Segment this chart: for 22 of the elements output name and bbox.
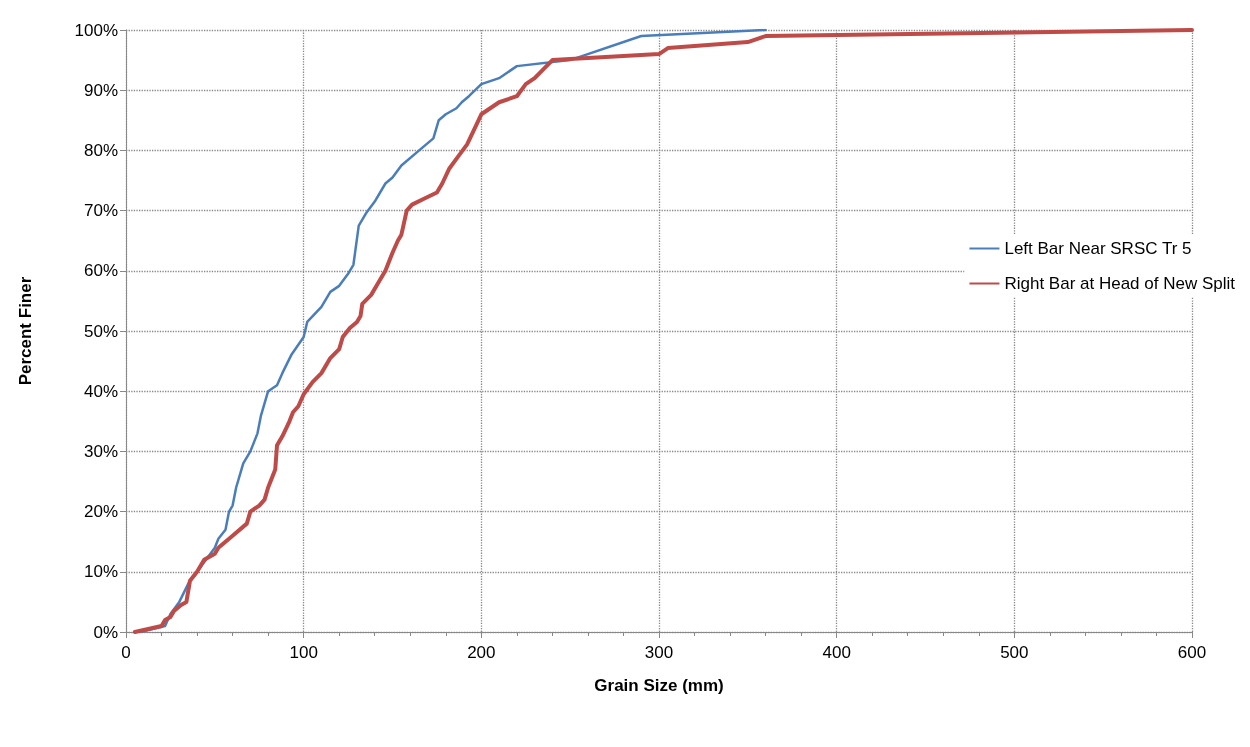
y-tick-label: 80% — [83, 140, 118, 160]
x-tick-label: 300 — [644, 643, 674, 662]
x-tick-label: 200 — [467, 643, 496, 662]
y-tick-label: 40% — [83, 381, 118, 401]
x-tick-label: 0 — [121, 643, 131, 662]
legend-label: Left Bar Near SRSC Tr 5 — [1004, 239, 1192, 258]
y-tick-label: 100% — [74, 20, 118, 40]
y-tick-label: 60% — [83, 261, 118, 281]
y-tick-label: 90% — [83, 80, 118, 100]
x-tick-label: 500 — [1000, 643, 1029, 662]
y-axis-title: Percent Finer — [16, 276, 35, 386]
y-tick-label: 30% — [83, 441, 118, 461]
y-tick-label: 0% — [93, 622, 118, 642]
x-tick-label: 100 — [289, 643, 318, 662]
y-tick-label: 20% — [83, 502, 118, 522]
y-tick-label: 50% — [83, 321, 118, 341]
x-axis-title: Grain Size (mm) — [594, 676, 724, 695]
y-tick-label: 70% — [83, 201, 118, 221]
x-tick-label: 400 — [822, 643, 851, 662]
legend-label: Right Bar at Head of New Split — [1004, 274, 1236, 293]
y-tick-label: 10% — [83, 562, 118, 582]
x-tick-label: 600 — [1177, 643, 1207, 662]
